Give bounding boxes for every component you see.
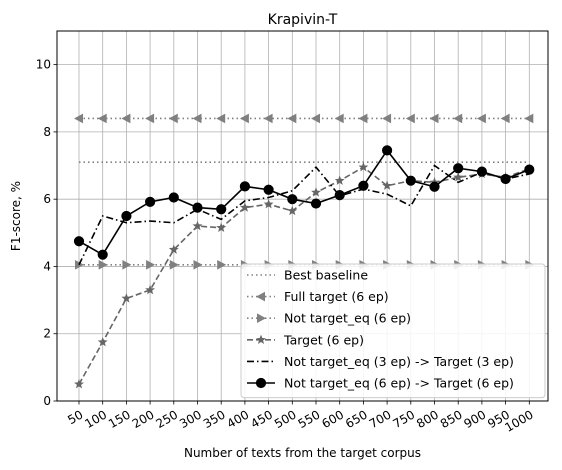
x-axis-title: Number of texts from the target corpus: [184, 446, 421, 460]
series-point: [145, 113, 155, 124]
series-point: [145, 196, 156, 207]
legend-marker: [255, 377, 267, 389]
legend-marker: [256, 291, 265, 302]
series-point: [169, 259, 179, 270]
series-point: [74, 378, 84, 389]
legend: Best baseline Full target (6 ep) Not targe…: [240, 263, 546, 399]
series-point: [263, 184, 274, 195]
series-point: [500, 173, 511, 185]
series-point: [405, 175, 416, 186]
series-4: [78, 164, 530, 266]
legend-box: [240, 263, 546, 399]
y-axis-title: F1-score, %: [9, 181, 23, 251]
series-point: [97, 336, 108, 347]
y-tick-label: 10: [36, 58, 51, 72]
series-point: [122, 259, 132, 270]
series-point: [216, 222, 227, 232]
y-tick-label: 8: [43, 125, 51, 139]
series-point: [382, 145, 393, 156]
series-point: [73, 236, 85, 247]
legend-label: Not target_eq (6 ep) -> Target (6 ep): [284, 376, 514, 391]
series-point: [263, 199, 274, 209]
legend-label: Best baseline: [284, 268, 368, 283]
y-tick-label: 0: [43, 394, 51, 408]
legend-marker: [257, 313, 266, 323]
series-1: [74, 113, 534, 124]
series-point: [239, 202, 250, 212]
series-point: [216, 113, 226, 124]
series-5: [73, 145, 535, 260]
chart-title: Krapivin-T: [268, 12, 338, 28]
series-point: [121, 293, 132, 303]
legend-marker: [256, 334, 266, 345]
series-point: [334, 190, 345, 201]
series-point: [168, 244, 179, 254]
series-point: [311, 187, 321, 197]
series-point: [287, 205, 298, 216]
series-point: [358, 113, 368, 124]
y-tick-label: 4: [43, 259, 51, 273]
legend-label: Target (6 ep): [283, 332, 364, 347]
series-point: [405, 113, 415, 124]
series-point: [97, 113, 107, 124]
series-point: [334, 113, 344, 124]
series-point: [382, 180, 393, 190]
series-point: [453, 113, 463, 124]
series-point: [146, 259, 156, 270]
series-point: [168, 192, 179, 203]
series-point: [453, 163, 464, 174]
series-point: [453, 172, 464, 182]
series-point: [97, 249, 108, 260]
series-point: [358, 162, 369, 172]
series-point: [476, 113, 486, 124]
x-tick-label: 50: [65, 407, 85, 427]
series-line: [78, 166, 530, 385]
series-point: [239, 181, 250, 192]
legend-label: Not target_eq (6 ep): [284, 311, 411, 326]
plot-frame: [56, 30, 549, 402]
series-point: [121, 210, 132, 222]
series-point: [74, 113, 83, 124]
series-point: [287, 194, 298, 205]
series-point: [192, 220, 203, 231]
series-point: [310, 198, 322, 209]
series-point: [193, 259, 203, 270]
series-point: [98, 259, 108, 270]
series-point: [216, 204, 227, 215]
series-point: [121, 113, 131, 124]
series-point: [429, 113, 439, 124]
y-tick-label: 6: [43, 192, 51, 206]
series-point: [263, 113, 273, 124]
series-point: [311, 113, 320, 124]
series-line: [78, 164, 530, 266]
legend-label: Full target (6 ep): [284, 289, 389, 304]
legend-label: Not target_eq (3 ep) -> Target (3 ep): [284, 354, 514, 369]
y-tick-label: 2: [43, 327, 51, 341]
series-point: [500, 113, 510, 124]
series-point: [429, 181, 440, 192]
series-point: [382, 113, 392, 124]
series-point: [334, 175, 345, 185]
series-point: [145, 284, 156, 295]
series-point: [524, 164, 535, 175]
series-point: [192, 113, 202, 124]
series-point: [358, 180, 369, 191]
series-point: [192, 202, 203, 213]
series-point: [524, 113, 534, 124]
series-point: [476, 166, 487, 177]
series-point: [287, 113, 297, 124]
series-point: [239, 113, 249, 124]
series-point: [217, 259, 227, 270]
series-point: [168, 113, 178, 124]
